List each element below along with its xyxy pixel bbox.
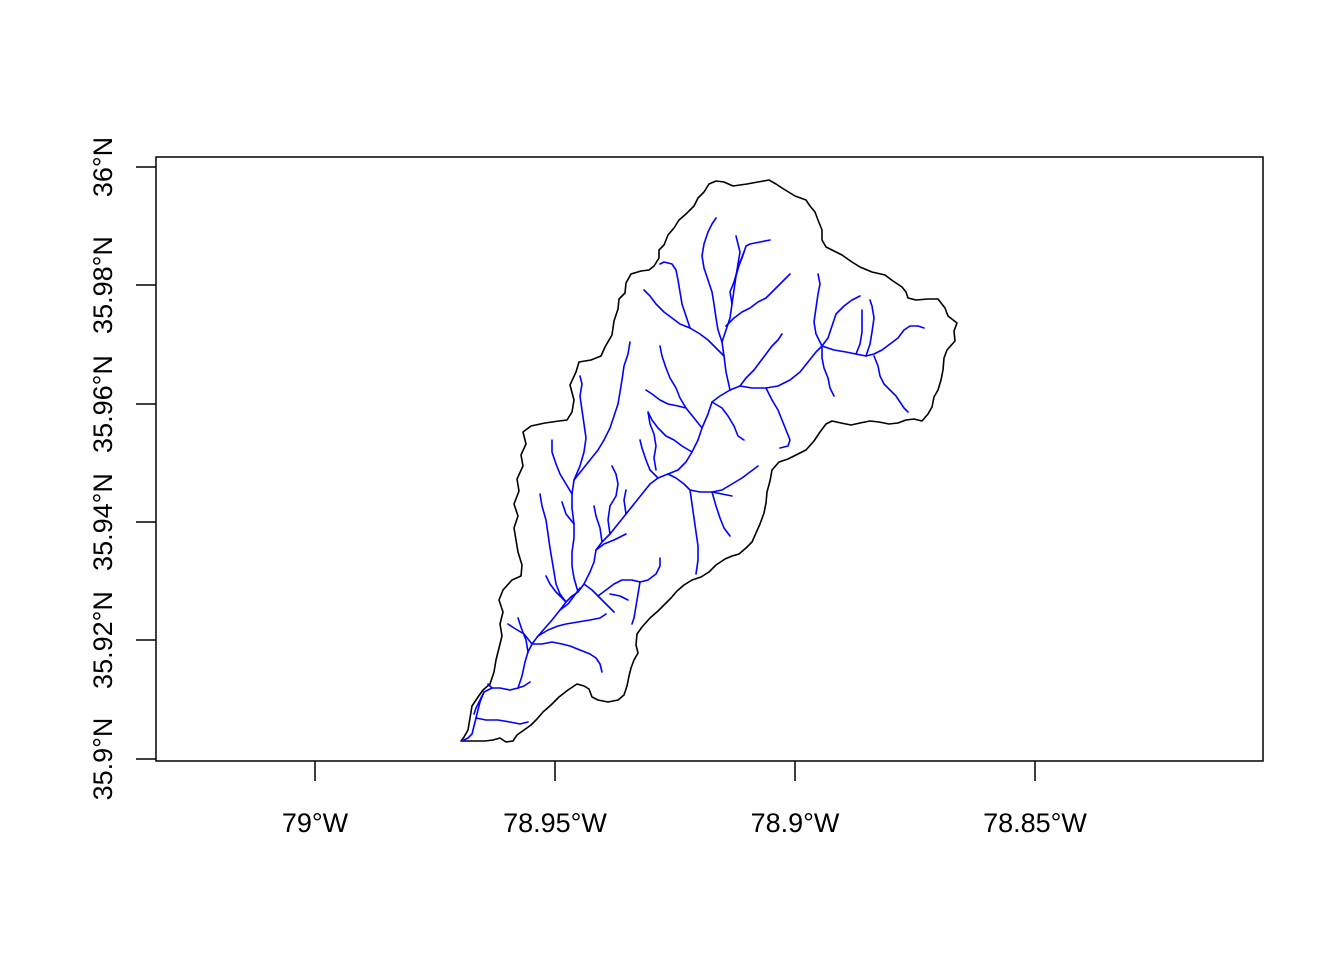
stream-segment — [623, 489, 627, 515]
stream-segment — [645, 389, 687, 409]
stream-segment — [729, 239, 771, 305]
stream-segment — [595, 533, 627, 551]
y-tick-label: 35.92°N — [88, 591, 118, 689]
stream-segment — [821, 295, 861, 347]
stream-segment — [689, 489, 699, 575]
stream-segment — [507, 623, 533, 645]
stream-segment — [517, 681, 531, 689]
stream-segment — [873, 355, 909, 413]
stream-segment — [559, 587, 581, 611]
x-tick-label: 78.95°W — [503, 808, 607, 838]
stream-segment — [711, 491, 731, 537]
stream-segment — [643, 289, 725, 357]
stream-segment — [597, 557, 661, 597]
x-axis — [314, 761, 1036, 781]
x-tick-label: 78.85°W — [983, 808, 1087, 838]
stream-segment — [821, 345, 835, 397]
stream-segment — [561, 501, 575, 525]
x-tick-label: 78.9°W — [751, 808, 840, 838]
stream-segment — [639, 439, 659, 479]
stream-segment — [583, 583, 615, 613]
stream-segment — [551, 439, 573, 495]
stream-segment — [735, 235, 741, 277]
y-axis — [136, 166, 156, 760]
stream-segment — [821, 325, 925, 357]
stream-segment — [711, 491, 733, 497]
y-tick-label: 35.9°N — [88, 718, 118, 801]
stream-segment — [531, 641, 603, 673]
stream-segment — [659, 261, 691, 329]
stream-segment — [647, 411, 693, 471]
stream-main-stem — [461, 345, 823, 742]
stream-segment — [725, 273, 791, 327]
stream-segment — [765, 387, 791, 449]
stream-segment — [475, 717, 529, 725]
stream-segment — [739, 333, 783, 387]
stream-segment — [701, 217, 723, 343]
stream-segment — [865, 299, 875, 357]
stream-segment — [609, 593, 629, 601]
stream-segment — [711, 401, 745, 441]
stream-network — [461, 217, 925, 742]
stream-segment — [855, 309, 863, 355]
stream-segment — [571, 341, 631, 593]
stream-segment — [487, 683, 493, 689]
stream-segment — [607, 465, 619, 535]
stream-segment — [473, 691, 485, 715]
stream-segment — [545, 575, 567, 603]
y-tick-label: 35.96°N — [88, 355, 118, 453]
stream-segment — [659, 345, 703, 429]
stream-segment — [537, 613, 607, 637]
stream-segment — [539, 493, 567, 603]
y-tick-label: 36°N — [88, 137, 118, 197]
plot-frame — [155, 156, 1264, 762]
watershed-boundary — [460, 179, 958, 743]
y-tick-label: 35.98°N — [88, 236, 118, 334]
y-tick-label: 35.94°N — [88, 473, 118, 571]
stream-segment — [813, 273, 823, 347]
stream-segment — [593, 505, 603, 543]
stream-segment — [573, 375, 587, 481]
x-tick-label: 79°W — [282, 808, 349, 838]
stream-segment — [631, 581, 641, 625]
